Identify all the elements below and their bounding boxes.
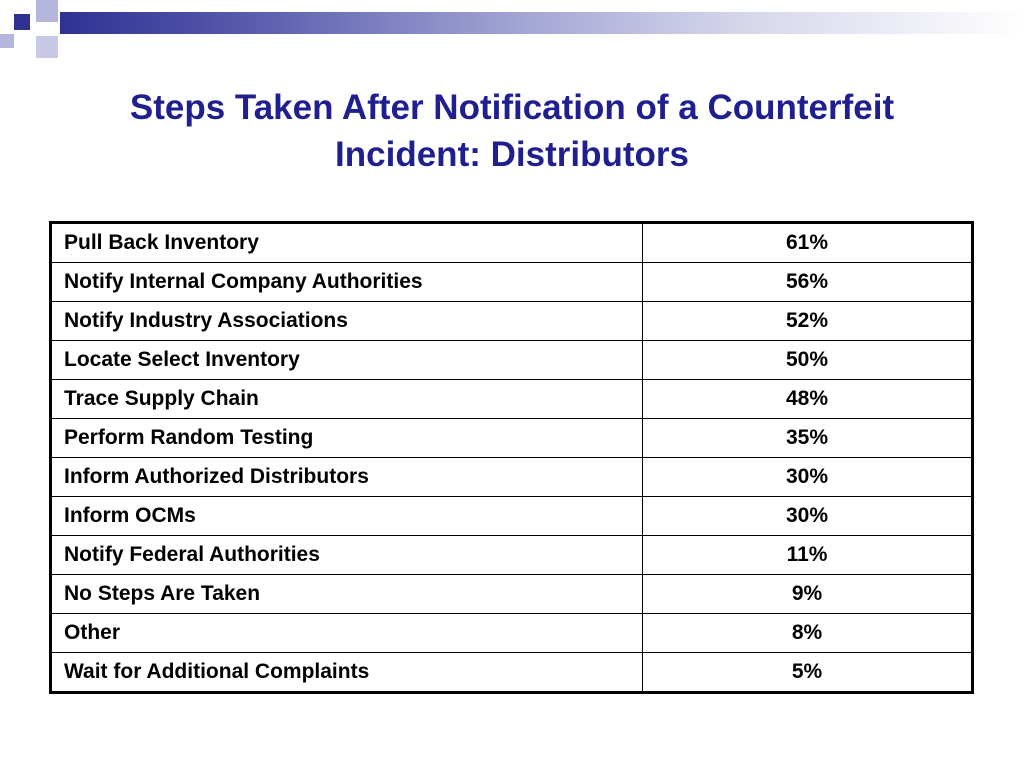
table-row: Inform OCMs 30% xyxy=(50,496,973,536)
table-row: Notify Internal Company Authorities 56% xyxy=(50,262,973,302)
row-value: 56% xyxy=(642,262,973,302)
deco-square-light xyxy=(36,0,58,22)
row-value: 35% xyxy=(642,418,973,458)
table-row: Locate Select Inventory 50% xyxy=(50,340,973,380)
slide-decoration xyxy=(0,0,1024,70)
slide-title: Steps Taken After Notification of a Coun… xyxy=(40,84,984,178)
table-row: Trace Supply Chain 48% xyxy=(50,379,973,419)
row-label: Wait for Additional Complaints xyxy=(50,652,643,693)
row-label: Inform OCMs xyxy=(50,496,643,536)
deco-square-dark xyxy=(14,14,30,30)
table-row: No Steps Are Taken 9% xyxy=(50,574,973,614)
table-row: Notify Industry Associations 52% xyxy=(50,301,973,341)
table-row: Other 8% xyxy=(50,613,973,653)
row-label: No Steps Are Taken xyxy=(50,574,643,614)
row-value: 61% xyxy=(642,222,973,263)
row-label: Notify Industry Associations xyxy=(50,301,643,341)
deco-square-light xyxy=(0,34,14,48)
table-row: Wait for Additional Complaints 5% xyxy=(50,652,973,693)
row-value: 30% xyxy=(642,496,973,536)
table-row: Perform Random Testing 35% xyxy=(50,418,973,458)
row-value: 50% xyxy=(642,340,973,380)
row-value: 5% xyxy=(642,652,973,693)
title-line-1: Steps Taken After Notification of a Coun… xyxy=(129,88,895,127)
data-table: Pull Back Inventory 61% Notify Internal … xyxy=(49,221,974,694)
data-table-container: Pull Back Inventory 61% Notify Internal … xyxy=(49,221,974,694)
row-label: Inform Authorized Distributors xyxy=(50,457,643,497)
table-row: Notify Federal Authorities 11% xyxy=(50,535,973,575)
row-label: Notify Federal Authorities xyxy=(50,535,643,575)
table-row: Pull Back Inventory 61% xyxy=(50,222,973,263)
row-value: 48% xyxy=(642,379,973,419)
row-value: 52% xyxy=(642,301,973,341)
table-row: Inform Authorized Distributors 30% xyxy=(50,457,973,497)
row-label: Perform Random Testing xyxy=(50,418,643,458)
deco-square-light xyxy=(36,36,58,58)
row-label: Locate Select Inventory xyxy=(50,340,643,380)
deco-gradient-band xyxy=(60,12,1024,34)
row-label: Pull Back Inventory xyxy=(50,222,643,263)
title-line-2: Incident: Distributors xyxy=(335,135,689,174)
row-value: 30% xyxy=(642,457,973,497)
row-label: Other xyxy=(50,613,643,653)
row-value: 11% xyxy=(642,535,973,575)
row-value: 8% xyxy=(642,613,973,653)
row-value: 9% xyxy=(642,574,973,614)
row-label: Trace Supply Chain xyxy=(50,379,643,419)
row-label: Notify Internal Company Authorities xyxy=(50,262,643,302)
